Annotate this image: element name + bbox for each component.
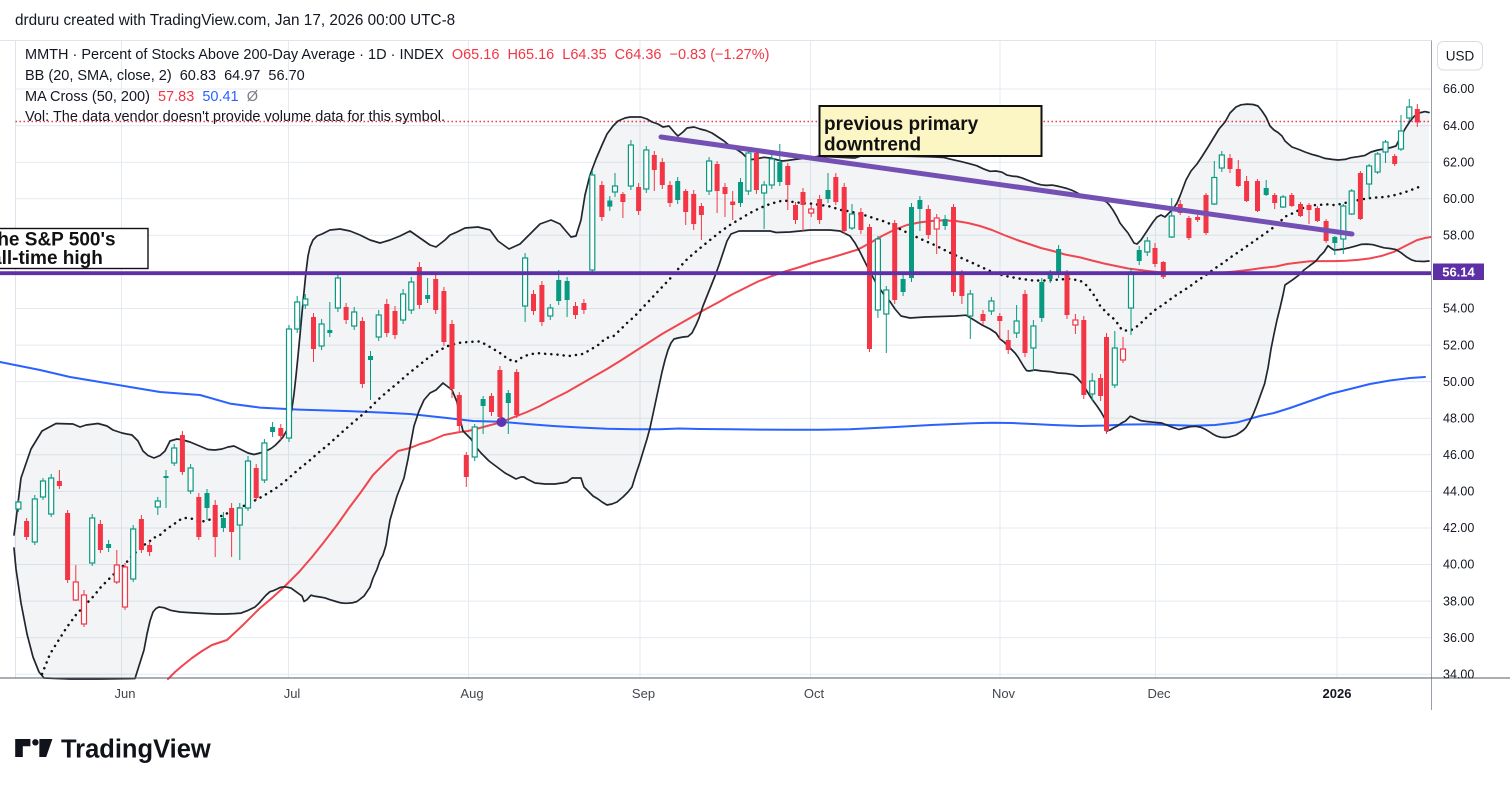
svg-text:40.00: 40.00 <box>1443 558 1474 572</box>
svg-text:drduru created with TradingVie: drduru created with TradingView.com, Jan… <box>15 12 455 29</box>
svg-text:2026: 2026 <box>1323 686 1352 701</box>
svg-text:36.00: 36.00 <box>1443 631 1474 645</box>
svg-text:46.00: 46.00 <box>1443 448 1474 462</box>
svg-text:48.00: 48.00 <box>1443 411 1474 425</box>
svg-text:64.00: 64.00 <box>1443 119 1474 133</box>
svg-text:Vol: The data vendor doesn't p: Vol: The data vendor doesn't provide vol… <box>25 109 445 125</box>
svg-text:60.00: 60.00 <box>1443 192 1474 206</box>
svg-text:Aug: Aug <box>460 686 483 701</box>
svg-text:Nov: Nov <box>992 686 1016 701</box>
svg-text:BB (20, SMA, close, 2) 60.83: BB (20, SMA, close, 2) 60.83 64.97 56.70 <box>25 68 305 84</box>
svg-text:34.00: 34.00 <box>1443 668 1474 682</box>
svg-text:downtrend: downtrend <box>824 135 921 156</box>
svg-text:56.14: 56.14 <box>1442 265 1475 280</box>
svg-text:Oct: Oct <box>804 686 825 701</box>
svg-text:previous primary: previous primary <box>824 114 979 135</box>
svg-text:Jul: Jul <box>284 686 301 701</box>
svg-text:38.00: 38.00 <box>1443 594 1474 608</box>
svg-text:the S&P 500's: the S&P 500's <box>0 230 116 251</box>
svg-text:66.00: 66.00 <box>1443 82 1474 96</box>
svg-text:TradingView: TradingView <box>61 736 211 764</box>
svg-text:52.00: 52.00 <box>1443 338 1474 352</box>
svg-text:62.00: 62.00 <box>1443 155 1474 169</box>
svg-text:44.00: 44.00 <box>1443 485 1474 499</box>
svg-text:50.00: 50.00 <box>1443 375 1474 389</box>
svg-text:Jun: Jun <box>115 686 136 701</box>
svg-text:MA Cross (50, 200) 57.83 50.: MA Cross (50, 200) 57.83 50.41 Ø <box>25 89 258 105</box>
svg-text:MMTH · Percent of Stocks Above: MMTH · Percent of Stocks Above 200-Day A… <box>25 47 769 63</box>
svg-text:Sep: Sep <box>632 686 655 701</box>
svg-text:42.00: 42.00 <box>1443 521 1474 535</box>
svg-text:Dec: Dec <box>1147 686 1171 701</box>
svg-text:54.00: 54.00 <box>1443 302 1474 316</box>
svg-text:USD: USD <box>1446 49 1475 64</box>
svg-text:58.00: 58.00 <box>1443 229 1474 243</box>
svg-text:all-time high: all-time high <box>0 248 103 269</box>
